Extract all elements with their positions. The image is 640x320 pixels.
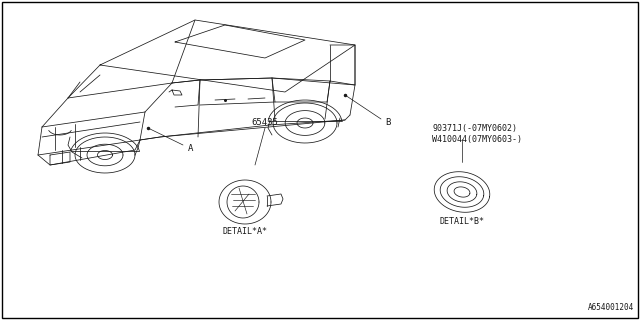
Text: A: A: [188, 143, 193, 153]
Text: 65435: 65435: [252, 117, 278, 126]
Text: DETAIL*B*: DETAIL*B*: [440, 218, 484, 227]
Text: 90371J(-07MY0602): 90371J(-07MY0602): [432, 124, 517, 132]
Text: W410044(07MY0603-): W410044(07MY0603-): [432, 134, 522, 143]
Text: DETAIL*A*: DETAIL*A*: [223, 228, 268, 236]
Text: B: B: [385, 117, 390, 126]
Text: A654001204: A654001204: [588, 303, 634, 312]
